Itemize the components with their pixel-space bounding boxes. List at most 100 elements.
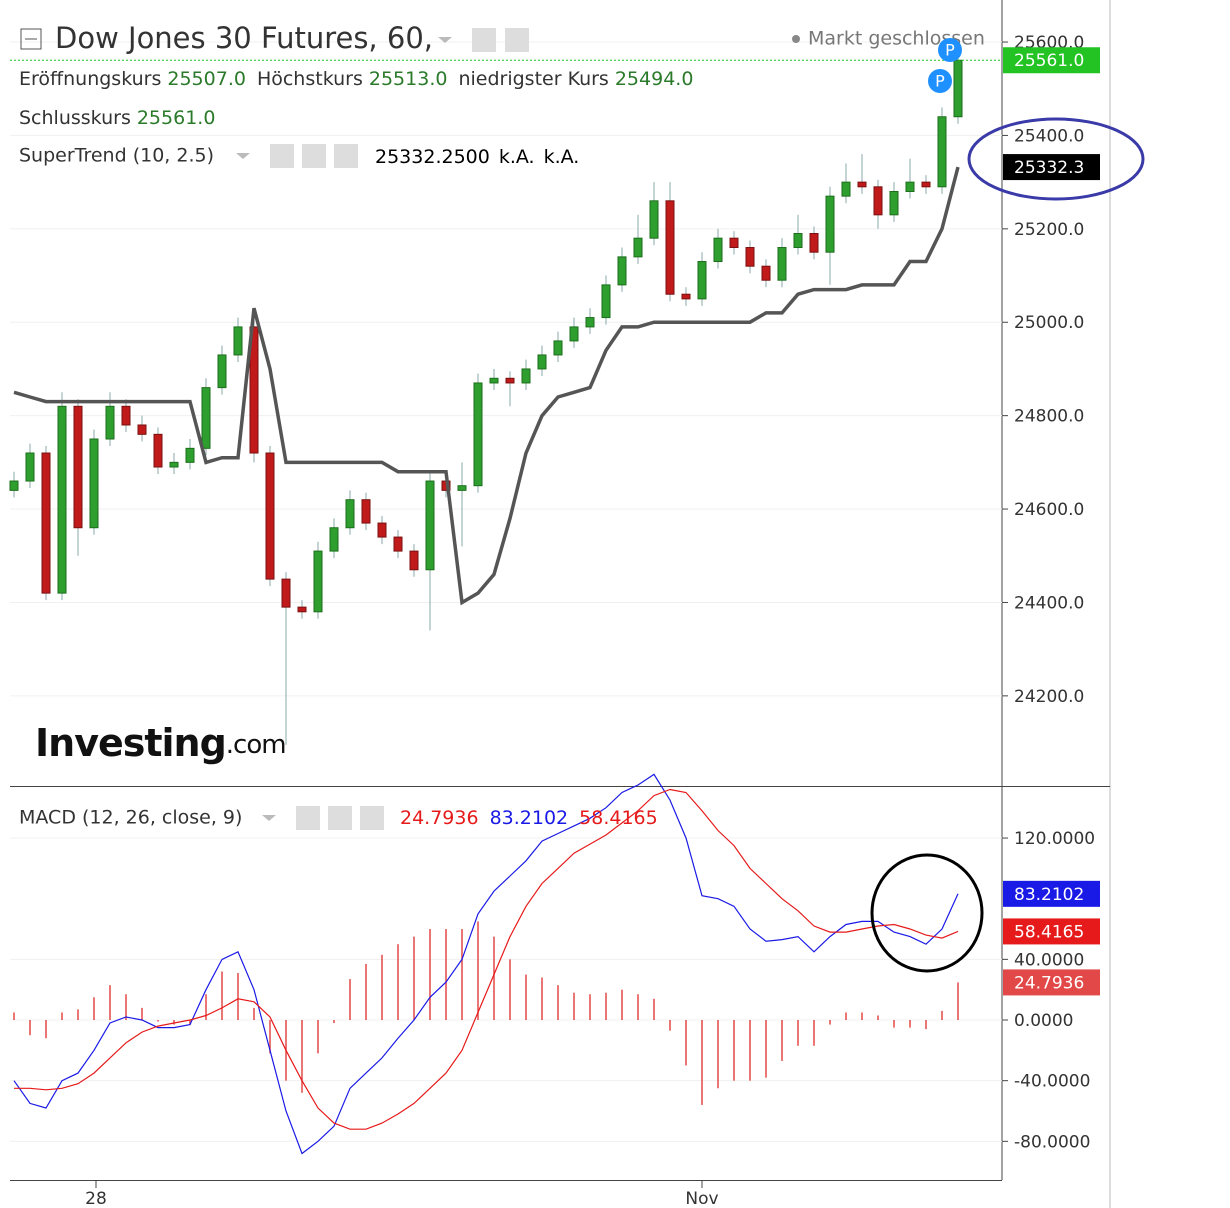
close-icon[interactable] xyxy=(360,806,384,830)
candle-body xyxy=(345,499,355,529)
marker-label: P xyxy=(935,72,945,91)
candle-body xyxy=(505,377,515,384)
candle-body xyxy=(921,181,931,188)
line xyxy=(14,788,959,1130)
price-label: 24.7936 xyxy=(1014,973,1084,993)
histogram-value: 24.7936 xyxy=(400,807,479,829)
candle-body xyxy=(585,317,595,328)
candle-body xyxy=(361,499,371,524)
candle-body xyxy=(713,237,723,263)
logo-suffix: .com xyxy=(226,730,286,760)
candle-body xyxy=(73,405,83,529)
value: 25494.0 xyxy=(615,68,694,90)
macd-values: 24.7936 83.2102 58.4165 xyxy=(400,807,658,829)
candle-body xyxy=(25,452,35,482)
label: Schlusskurs xyxy=(19,107,131,129)
status-dot xyxy=(792,35,800,43)
candle-body xyxy=(761,265,771,281)
label: Eröffnungskurs xyxy=(19,68,161,90)
eye-icon[interactable] xyxy=(296,806,320,830)
close-icon[interactable] xyxy=(334,144,358,168)
gear-icon[interactable] xyxy=(328,806,352,830)
dropdown-icon[interactable] xyxy=(438,37,452,43)
value: 25507.0 xyxy=(167,68,246,90)
signal-value: 58.4165 xyxy=(579,807,658,829)
price-label-box xyxy=(1003,154,1100,181)
candle-body xyxy=(329,527,339,552)
price-label: 25561.0 xyxy=(1014,51,1084,71)
gear-icon[interactable] xyxy=(505,28,529,52)
candle-body xyxy=(793,233,803,249)
gear-icon[interactable] xyxy=(302,144,326,168)
title: Dow Jones 30 Futures, 60, xyxy=(55,21,433,55)
y-tick-label: 25200.0 xyxy=(1014,220,1084,240)
na: k.A. xyxy=(544,146,580,168)
ohlc-legend: Eröffnungskurs 25507.0 Höchstkurs 25513.0 ni… xyxy=(19,68,693,90)
candle-body xyxy=(889,190,899,216)
line xyxy=(13,166,960,606)
dropdown-icon[interactable] xyxy=(236,153,250,159)
eye-icon[interactable] xyxy=(270,144,294,168)
marker[interactable] xyxy=(928,69,952,93)
label: Höchstkurs xyxy=(257,68,363,90)
price-label: 58.4165 xyxy=(1014,922,1084,942)
price-label-box xyxy=(1003,918,1100,945)
candle-body xyxy=(665,200,675,295)
candle-body xyxy=(153,433,163,468)
price-label: 83.2102 xyxy=(1014,885,1084,905)
y-tick-label: 40.0000 xyxy=(1014,950,1084,970)
candle-body xyxy=(953,59,963,118)
marker-label: P xyxy=(945,41,955,60)
label: niedrigster Kurs xyxy=(458,68,608,90)
candle-body xyxy=(601,284,611,319)
candle-body xyxy=(473,382,483,487)
y-tick-label: 120.0000 xyxy=(1014,829,1095,849)
price-label-box xyxy=(1003,969,1100,996)
y-tick-label: 25000.0 xyxy=(1014,313,1084,333)
candle-body xyxy=(169,461,179,468)
candle-body xyxy=(409,550,419,571)
candle-body xyxy=(201,387,211,449)
candle-body xyxy=(681,293,691,300)
supertrend-value: 25332.2500 k.A. k.A. xyxy=(375,146,579,168)
candle-body xyxy=(569,326,579,342)
candle-body xyxy=(633,237,643,258)
value: 25332.2500 xyxy=(375,146,490,168)
candle-body xyxy=(873,186,883,216)
candle-body xyxy=(937,116,947,188)
supertrend-label: SuperTrend (10, 2.5) xyxy=(19,145,214,167)
candle-body xyxy=(233,326,243,356)
candle-body xyxy=(425,480,435,571)
marker[interactable] xyxy=(938,38,962,62)
candle-body xyxy=(777,247,787,281)
candle-body xyxy=(809,233,819,253)
y-tick-label: -40.0000 xyxy=(1014,1072,1090,1092)
candle-body xyxy=(745,247,755,267)
collapse-icon[interactable] xyxy=(20,28,42,50)
candle-body xyxy=(489,377,499,384)
candle-body xyxy=(249,326,259,454)
candle-body xyxy=(9,480,19,491)
plot-area: 24200.0 24400.0 24600.0 24800.0 25000.0 25200… xyxy=(9,33,1100,1208)
dropdown-icon[interactable] xyxy=(262,815,276,821)
macd-title: MACD (12, 26, close, 9) xyxy=(19,807,242,829)
na: k.A. xyxy=(499,146,535,168)
candle-body xyxy=(841,181,851,197)
candle-body xyxy=(521,368,531,384)
y-tick-label: 24600.0 xyxy=(1014,500,1084,520)
candle-body xyxy=(137,424,147,435)
annotation-ellipse xyxy=(967,117,1145,201)
candle-body xyxy=(537,354,547,370)
eye-icon[interactable] xyxy=(472,28,496,52)
candle-body xyxy=(457,485,467,491)
x-tick-label: 28 xyxy=(85,1189,107,1208)
logo: Investing.com xyxy=(35,721,286,765)
candle-body xyxy=(697,261,707,300)
candle-body xyxy=(313,550,323,613)
close-legend: Schlusskurs 25561.0 xyxy=(19,107,215,129)
x-tick-label: Nov xyxy=(685,1189,718,1208)
candle-body xyxy=(825,195,835,253)
candle-body xyxy=(57,405,67,594)
candle-body xyxy=(41,452,51,594)
